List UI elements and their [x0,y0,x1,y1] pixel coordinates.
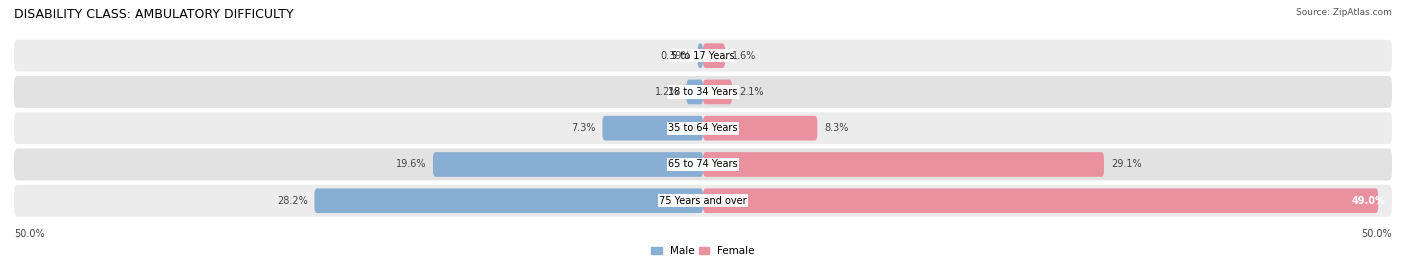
Text: 8.3%: 8.3% [824,123,849,133]
Text: 50.0%: 50.0% [1361,229,1392,239]
Text: 50.0%: 50.0% [14,229,45,239]
Text: 29.1%: 29.1% [1111,159,1142,169]
Text: 0.39%: 0.39% [661,51,690,61]
Text: Source: ZipAtlas.com: Source: ZipAtlas.com [1296,8,1392,17]
FancyBboxPatch shape [703,152,1104,177]
Legend: Male, Female: Male, Female [647,242,759,260]
FancyBboxPatch shape [703,188,1378,213]
FancyBboxPatch shape [433,152,703,177]
FancyBboxPatch shape [703,43,725,68]
FancyBboxPatch shape [315,188,703,213]
Text: 18 to 34 Years: 18 to 34 Years [668,87,738,97]
FancyBboxPatch shape [703,80,733,104]
Text: 1.6%: 1.6% [733,51,756,61]
FancyBboxPatch shape [602,116,703,140]
FancyBboxPatch shape [14,185,1392,217]
Text: 49.0%: 49.0% [1351,196,1385,206]
Text: 7.3%: 7.3% [571,123,596,133]
Text: 65 to 74 Years: 65 to 74 Years [668,159,738,169]
FancyBboxPatch shape [14,76,1392,108]
FancyBboxPatch shape [14,112,1392,144]
Text: 28.2%: 28.2% [277,196,308,206]
Text: 1.2%: 1.2% [655,87,679,97]
FancyBboxPatch shape [14,40,1392,72]
FancyBboxPatch shape [686,80,703,104]
FancyBboxPatch shape [697,43,703,68]
FancyBboxPatch shape [703,116,817,140]
Text: 19.6%: 19.6% [395,159,426,169]
Text: DISABILITY CLASS: AMBULATORY DIFFICULTY: DISABILITY CLASS: AMBULATORY DIFFICULTY [14,8,294,21]
Text: 75 Years and over: 75 Years and over [659,196,747,206]
Text: 5 to 17 Years: 5 to 17 Years [671,51,735,61]
Text: 35 to 64 Years: 35 to 64 Years [668,123,738,133]
Text: 2.1%: 2.1% [738,87,763,97]
FancyBboxPatch shape [14,148,1392,180]
